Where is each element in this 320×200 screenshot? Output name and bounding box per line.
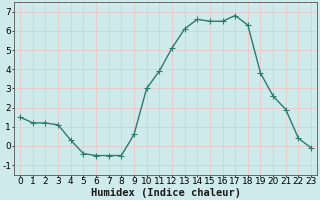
X-axis label: Humidex (Indice chaleur): Humidex (Indice chaleur): [91, 188, 241, 198]
